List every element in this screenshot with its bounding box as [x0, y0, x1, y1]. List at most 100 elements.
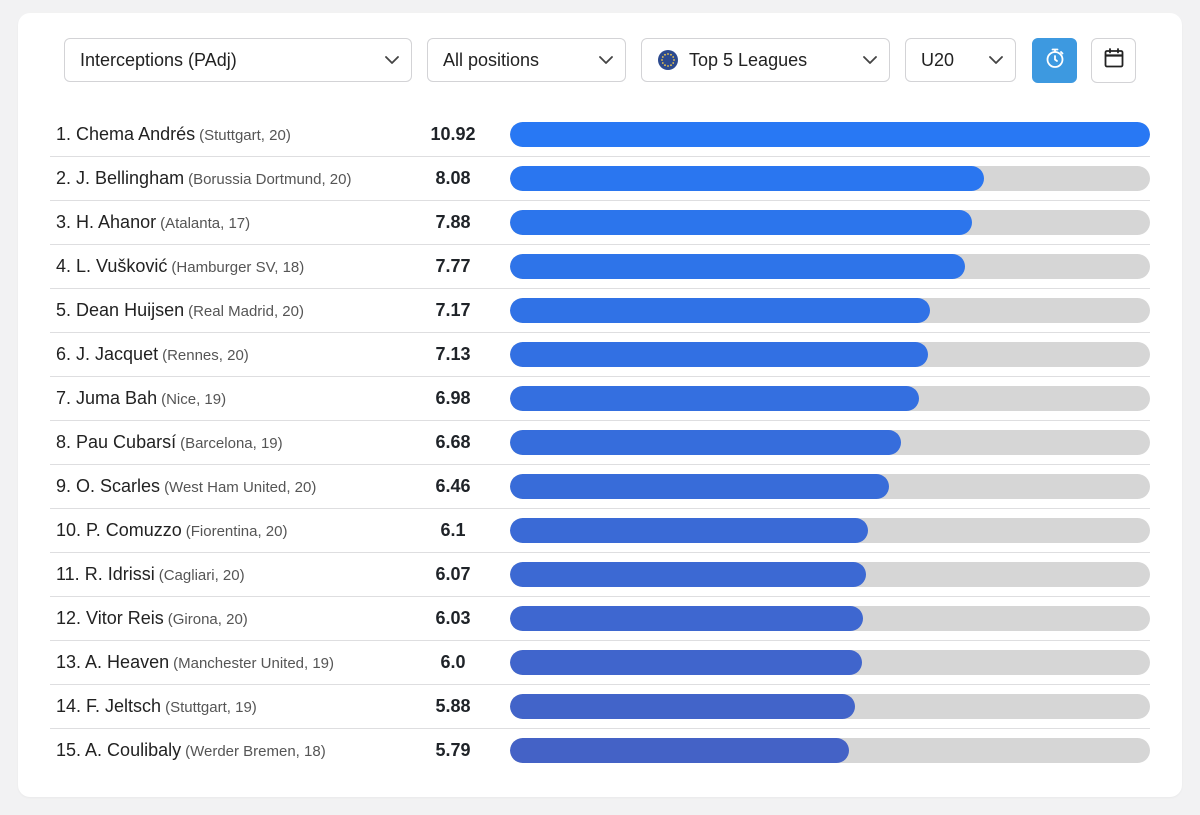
player-name[interactable]: Pau Cubarsí: [76, 432, 177, 452]
player-club-age: (Werder Bremen, 18): [185, 743, 326, 760]
stat-bar-track: [510, 650, 1150, 675]
player-row[interactable]: 7. Juma Bah (Nice, 19) 6.98: [50, 377, 1150, 421]
player-rank: 10.: [56, 520, 82, 540]
player-row[interactable]: 4. L. Vušković (Hamburger SV, 18) 7.77: [50, 245, 1150, 289]
stat-value: 6.46: [435, 476, 471, 496]
player-name-cell: 7. Juma Bah (Nice, 19): [56, 377, 226, 420]
stat-value: 10.92: [430, 124, 476, 144]
player-club-age: (Girona, 20): [167, 611, 248, 628]
player-club-age: (Fiorentina, 20): [185, 523, 288, 540]
stat-bar-track: [510, 166, 1150, 191]
player-row[interactable]: 6. J. Jacquet (Rennes, 20) 7.13: [50, 333, 1150, 377]
player-rank: 7.: [56, 388, 72, 408]
player-club-age: (Cagliari, 20): [158, 567, 245, 584]
player-name-cell: 15. A. Coulibaly (Werder Bremen, 18): [56, 729, 326, 772]
player-name[interactable]: A. Coulibaly: [85, 740, 182, 760]
player-name[interactable]: Dean Huijsen: [76, 300, 185, 320]
player-rank: 11.: [56, 564, 80, 584]
stat-value: 5.79: [435, 740, 471, 760]
per-90-toggle-button[interactable]: [1032, 38, 1077, 83]
stat-value: 6.03: [435, 608, 471, 628]
player-rank: 3.: [56, 212, 72, 232]
player-club-age: (Nice, 19): [161, 391, 227, 408]
player-club-age: (Rennes, 20): [162, 347, 249, 364]
player-name[interactable]: J. Jacquet: [76, 344, 159, 364]
player-rank: 5.: [56, 300, 72, 320]
player-name[interactable]: H. Ahanor: [76, 212, 157, 232]
player-club-age: (Atalanta, 17): [160, 215, 251, 232]
stat-value: 6.68: [435, 432, 471, 452]
player-name[interactable]: O. Scarles: [76, 476, 161, 496]
stat-value: 7.88: [435, 212, 471, 232]
player-club-age: (Real Madrid, 20): [188, 303, 304, 320]
player-row[interactable]: 3. H. Ahanor (Atalanta, 17) 7.88: [50, 201, 1150, 245]
player-name-cell: 6. J. Jacquet (Rennes, 20): [56, 333, 249, 376]
player-name-cell: 10. P. Comuzzo (Fiorentina, 20): [56, 509, 287, 552]
player-club-age: (Stuttgart, 20): [199, 127, 291, 144]
stat-value: 7.13: [435, 344, 471, 364]
player-name[interactable]: R. Idrissi: [84, 564, 155, 584]
stat-bar-track: [510, 430, 1150, 455]
stat-bar-fill: [510, 122, 1150, 147]
player-row[interactable]: 8. Pau Cubarsí (Barcelona, 19) 6.68: [50, 421, 1150, 465]
player-name[interactable]: L. Vušković: [76, 256, 168, 276]
chevron-down-icon: [863, 53, 877, 67]
competition-select-value: Top 5 Leagues: [689, 49, 808, 70]
chevron-down-icon: [599, 53, 613, 67]
stat-bar-fill: [510, 298, 931, 323]
stat-bar-fill: [510, 254, 966, 279]
player-rank: 6.: [56, 344, 72, 364]
stat-bar-fill: [510, 694, 855, 719]
age-group-select-value: U20: [921, 49, 955, 70]
player-name-cell: 5. Dean Huijsen (Real Madrid, 20): [56, 289, 304, 332]
metric-select-value: Interceptions (PAdj): [80, 49, 237, 70]
player-name[interactable]: Vitor Reis: [86, 608, 164, 628]
stat-bar-fill: [510, 386, 920, 411]
player-name[interactable]: F. Jeltsch: [86, 696, 162, 716]
player-name[interactable]: P. Comuzzo: [86, 520, 182, 540]
globe-icon: [657, 49, 679, 71]
stat-bar-track: [510, 474, 1150, 499]
player-rank: 8.: [56, 432, 72, 452]
player-row[interactable]: 13. A. Heaven (Manchester United, 19) 6.0: [50, 641, 1150, 685]
player-row[interactable]: 10. P. Comuzzo (Fiorentina, 20) 6.1: [50, 509, 1150, 553]
stat-bar-track: [510, 342, 1150, 367]
stat-bar-fill: [510, 606, 864, 631]
stat-bar-fill: [510, 210, 972, 235]
stat-bar-track: [510, 606, 1150, 631]
player-name[interactable]: J. Bellingham: [76, 168, 185, 188]
metric-select[interactable]: Interceptions (PAdj): [64, 38, 412, 82]
player-row[interactable]: 1. Chema Andrés (Stuttgart, 20) 10.92: [50, 113, 1150, 157]
player-name[interactable]: Juma Bah: [76, 388, 158, 408]
player-name[interactable]: Chema Andrés: [76, 124, 196, 144]
season-calendar-button[interactable]: [1091, 38, 1136, 83]
player-row[interactable]: 11. R. Idrissi (Cagliari, 20) 6.07: [50, 553, 1150, 597]
chevron-down-icon: [385, 53, 399, 67]
player-row[interactable]: 5. Dean Huijsen (Real Madrid, 20) 7.17: [50, 289, 1150, 333]
player-name[interactable]: A. Heaven: [85, 652, 170, 672]
player-name-cell: 3. H. Ahanor (Atalanta, 17): [56, 201, 250, 244]
player-name-cell: 12. Vitor Reis (Girona, 20): [56, 597, 248, 640]
player-club-age: (Borussia Dortmund, 20): [188, 171, 352, 188]
player-rank: 2.: [56, 168, 72, 188]
position-select[interactable]: All positions: [427, 38, 626, 82]
stat-bar-fill: [510, 430, 902, 455]
stat-bar-track: [510, 386, 1150, 411]
stat-value: 6.1: [440, 520, 466, 540]
player-row[interactable]: 15. A. Coulibaly (Werder Bremen, 18) 5.79: [50, 729, 1150, 773]
player-row[interactable]: 2. J. Bellingham (Borussia Dortmund, 20) 8…: [50, 157, 1150, 201]
player-name-cell: 4. L. Vušković (Hamburger SV, 18): [56, 245, 304, 288]
age-group-select[interactable]: U20: [905, 38, 1016, 82]
player-row[interactable]: 9. O. Scarles (West Ham United, 20) 6.46: [50, 465, 1150, 509]
player-rank: 13.: [56, 652, 82, 672]
stat-value: 7.77: [435, 256, 471, 276]
stat-bar-fill: [510, 650, 862, 675]
player-row[interactable]: 14. F. Jeltsch (Stuttgart, 19) 5.88: [50, 685, 1150, 729]
stat-value: 6.98: [435, 388, 471, 408]
competition-select[interactable]: Top 5 Leagues: [641, 38, 890, 82]
player-row[interactable]: 12. Vitor Reis (Girona, 20) 6.03: [50, 597, 1150, 641]
stat-bar-track: [510, 694, 1150, 719]
filter-toolbar: Interceptions (PAdj) All positions: [18, 13, 1182, 113]
player-name-cell: 8. Pau Cubarsí (Barcelona, 19): [56, 421, 283, 464]
stat-bar-fill: [510, 166, 984, 191]
